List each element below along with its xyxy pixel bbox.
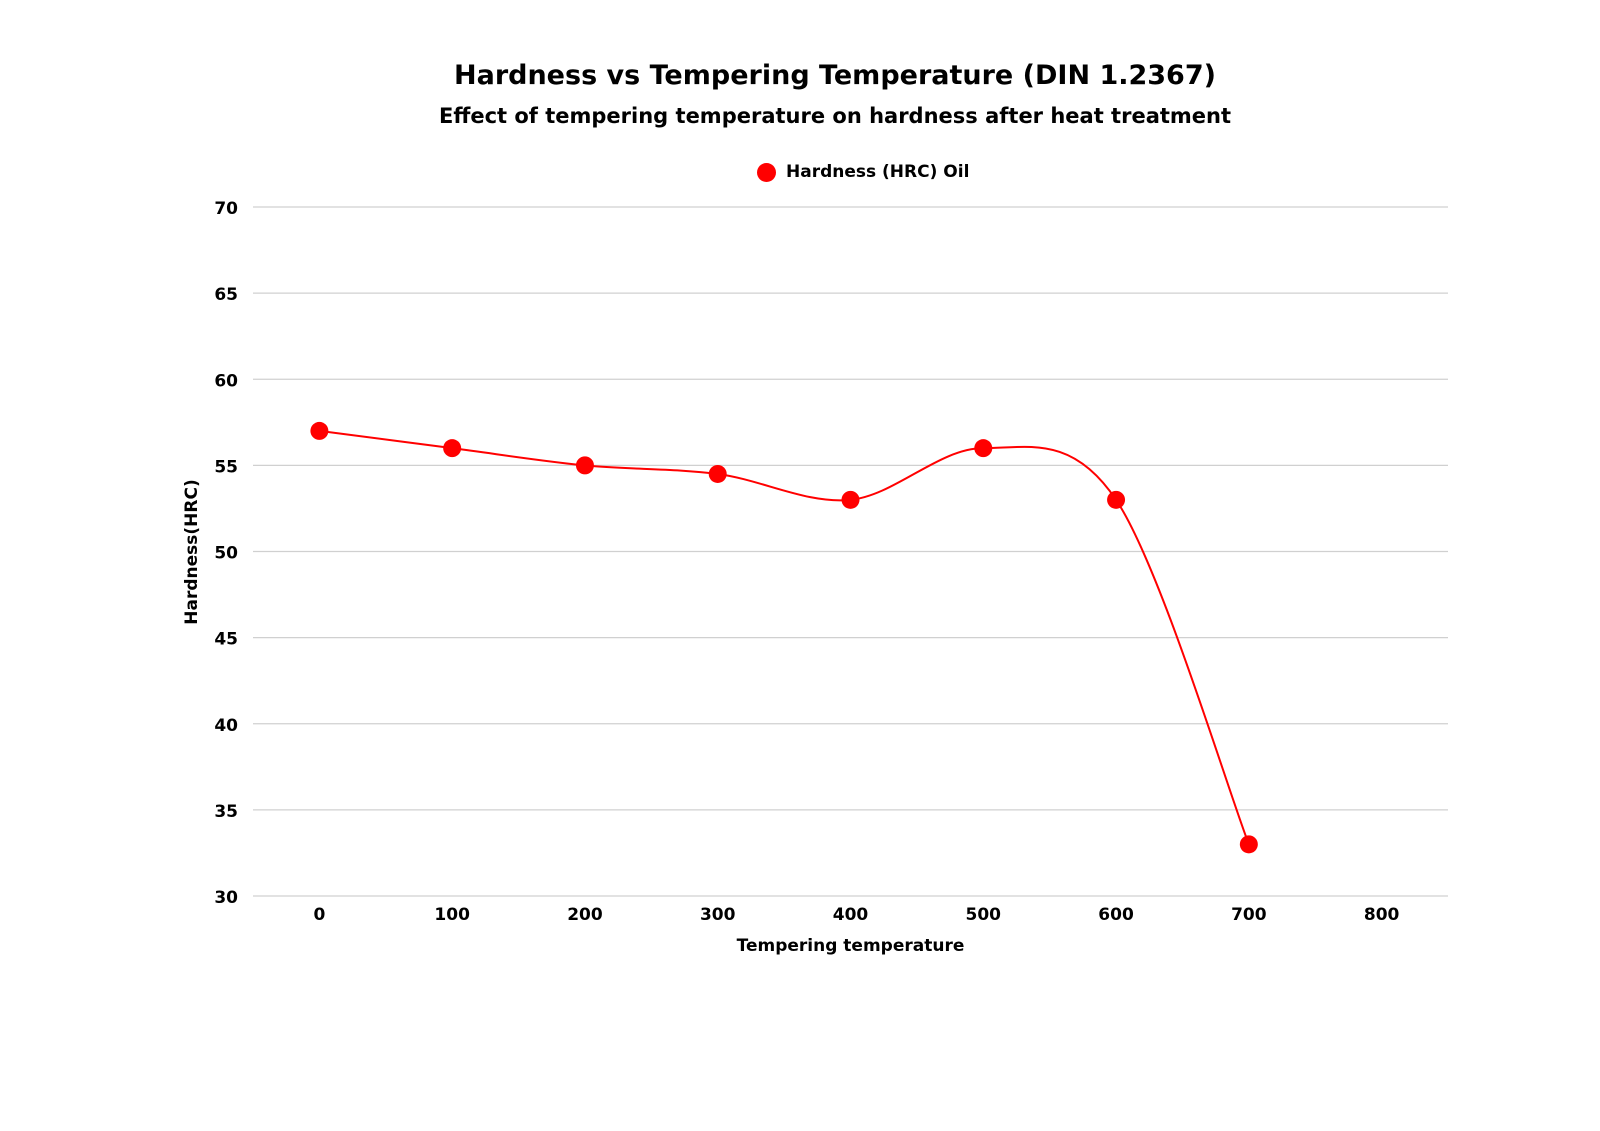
data-point: [1239, 835, 1258, 854]
x-axis-label: Tempering temperature: [737, 936, 965, 956]
x-tick-label: 700: [1231, 905, 1267, 925]
y-tick-label: 50: [214, 544, 238, 564]
y-tick-label: 30: [214, 888, 238, 908]
data-point: [841, 490, 860, 509]
chart-subtitle: Effect of tempering temperature on hardn…: [438, 104, 1232, 128]
x-tick-label: 400: [833, 905, 869, 925]
x-tick-label: 200: [567, 905, 603, 925]
data-point: [1107, 490, 1126, 509]
data-point: [310, 421, 329, 440]
x-tick-label: 800: [1364, 905, 1400, 925]
y-axis-label: Hardness(HRC): [182, 479, 202, 624]
x-tick-label: 500: [966, 905, 1002, 925]
y-tick-label: 65: [214, 285, 238, 305]
data-point: [708, 464, 727, 483]
x-tick-label: 0: [313, 905, 325, 925]
x-tick-label: 300: [700, 905, 736, 925]
y-tick-label: 35: [214, 802, 238, 822]
x-tick-label: 100: [434, 905, 470, 925]
data-point: [443, 439, 462, 458]
y-tick-label: 55: [214, 457, 238, 477]
y-tick-label: 45: [214, 630, 238, 650]
chart-title: Hardness vs Tempering Temperature (DIN 1…: [454, 60, 1216, 91]
legend-label: Hardness (HRC) Oil: [786, 162, 970, 182]
data-point: [974, 439, 993, 458]
legend-marker-icon: [757, 162, 776, 182]
x-tick-label: 600: [1098, 905, 1134, 925]
y-tick-label: 70: [214, 199, 238, 219]
y-tick-label: 40: [214, 716, 238, 736]
legend: Hardness (HRC) Oil: [757, 162, 969, 182]
data-point: [575, 456, 594, 475]
y-tick-label: 60: [214, 371, 238, 391]
